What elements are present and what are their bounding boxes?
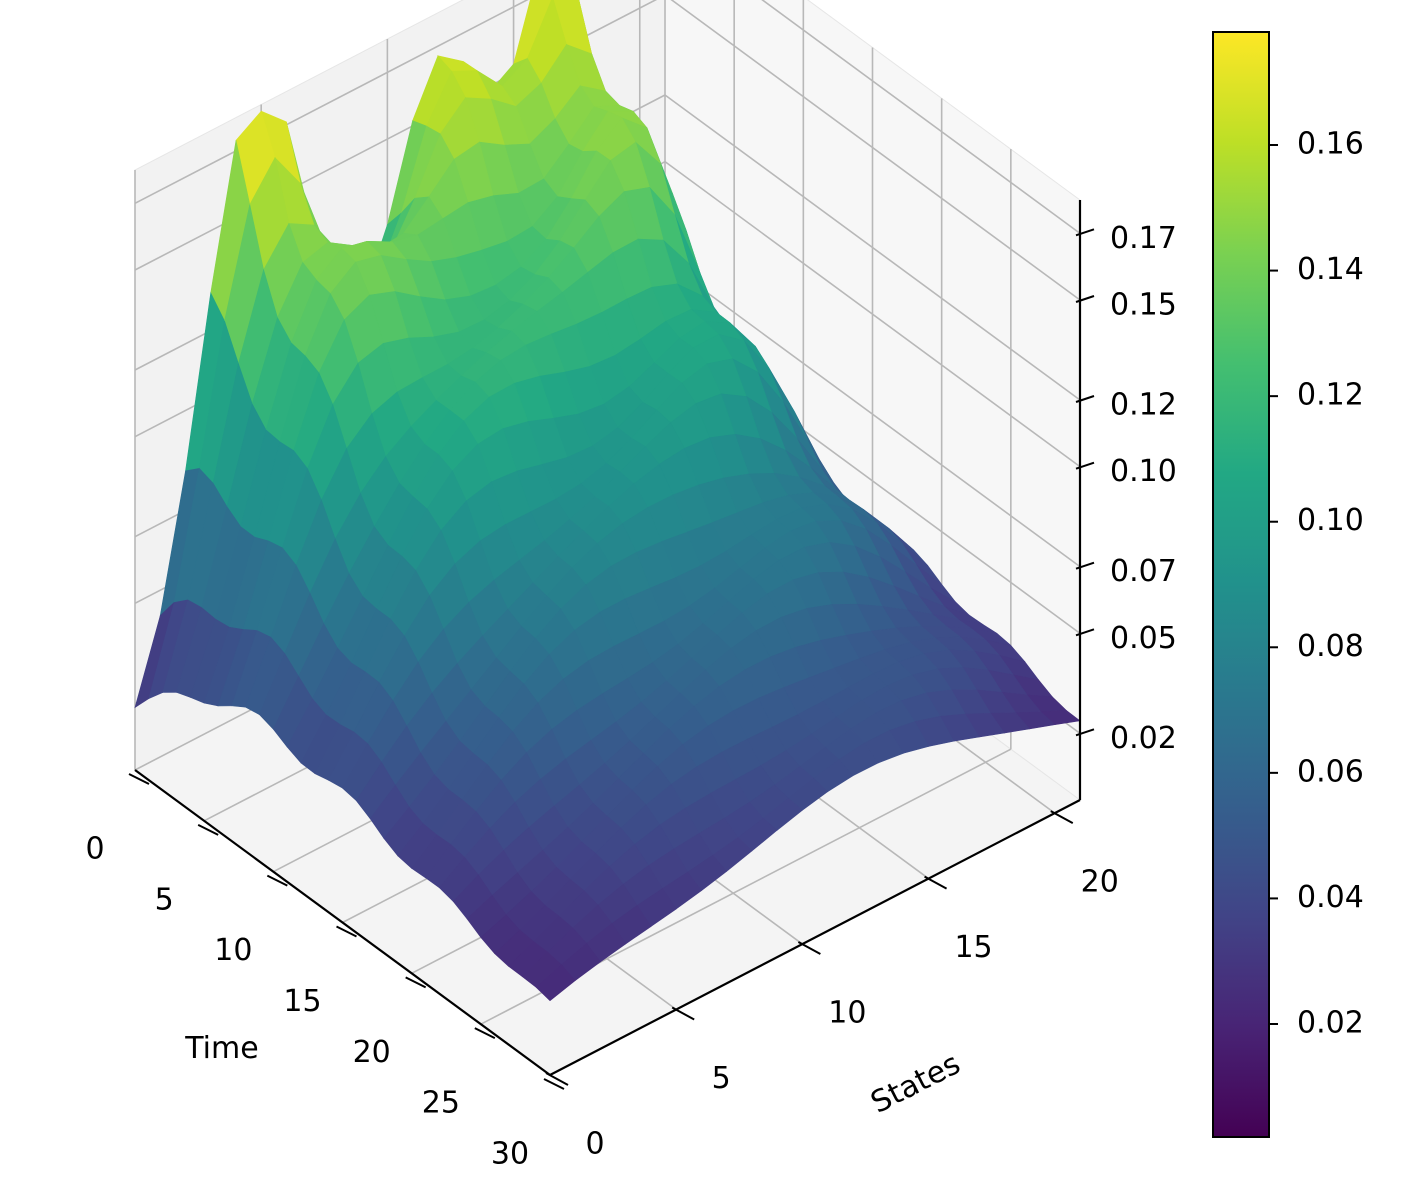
colorbar-tick-label: 0.02 [1297,1005,1364,1040]
surface-cell [535,964,576,1002]
colorbar-tick-label: 0.04 [1297,880,1364,915]
colorbar-tick-label: 0.06 [1297,754,1364,789]
grid-line [761,0,1081,234]
x-axis-label: Time [184,1031,258,1066]
x-tick [405,976,427,989]
z-tick [1075,728,1095,737]
x-tick [266,874,288,887]
z-tick [1075,295,1095,303]
z-tick [1075,395,1095,403]
y-tick [797,941,821,955]
x-tick-label: 5 [155,882,174,917]
x-tick-label: 25 [422,1086,460,1121]
colorbar-tick-label: 0.12 [1297,378,1364,413]
y-tick [1050,810,1074,824]
colorbar-tick-label: 0.16 [1297,127,1364,162]
z-tick-label: 0.15 [1110,288,1177,323]
colorbar: 0.02 0.04 0.06 0.08 0.10 0.12 0.14 0.16 [1212,31,1364,1138]
z-tick-label: 0.07 [1110,554,1177,589]
x-tick-label: 30 [491,1137,529,1172]
colorbar-gradient [1212,31,1270,1138]
x-tick [128,773,150,785]
x-tick [474,1027,496,1040]
z-tick-label: 0.10 [1110,454,1177,489]
grid-line [670,0,1081,301]
x-tick-label: 0 [85,832,104,867]
y-tick [924,875,948,890]
z-tick-label: 0.12 [1110,388,1177,423]
z-tick [1075,561,1095,570]
axis-ticks: 0 5 10 15 20 25 30 0 5 10 15 20 0.02 0.05 0.07 0.10 0.12… [85,221,1176,1172]
grid-line [664,261,1081,568]
colorbar-tick-label: 0.10 [1297,503,1364,538]
z-tick [1075,461,1095,470]
y-tick-label: 10 [828,996,866,1031]
z-tick [1075,228,1095,237]
x-axis-line [134,769,551,1076]
z-tick [1075,628,1095,637]
grid-line [134,0,529,205]
y-tick-label: 5 [712,1061,731,1096]
x-tick-label: 10 [214,933,252,968]
grid-line [664,94,1081,401]
colorbar-tick-label: 0.08 [1297,629,1364,664]
grid-line [664,161,1081,468]
colorbar-tick-label: 0.14 [1297,252,1364,287]
y-axis-label: States [865,1046,966,1120]
y-tick-label: 15 [954,930,992,965]
y-tick-label: 0 [585,1127,604,1162]
z-tick-label: 0.02 [1110,721,1177,756]
y-tick [545,1072,569,1086]
y-tick-label: 20 [1081,865,1119,900]
x-tick-label: 20 [353,1035,391,1070]
x-tick [543,1078,565,1090]
y-tick [671,1006,695,1021]
z-tick-label: 0.05 [1110,621,1177,656]
x-tick [336,925,357,938]
surface-mesh [134,0,1081,1002]
x-tick [197,823,219,836]
z-tick-label: 0.17 [1110,221,1177,256]
y-axis-line [549,799,1081,1076]
x-tick-label: 15 [283,984,321,1019]
